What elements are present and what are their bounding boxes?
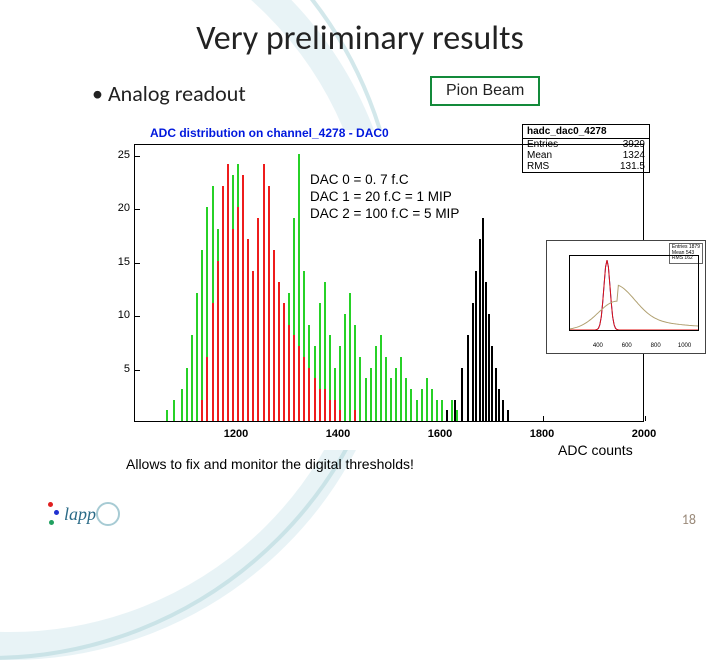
- logo-dots-icon: [48, 500, 60, 528]
- chart-title: ADC distribution on channel_4278 - DAC0: [150, 126, 389, 140]
- caption-text: Allows to fix and monitor the digital th…: [126, 456, 414, 472]
- bullet-analog-readout: Analog readout: [92, 80, 246, 107]
- x-axis-label: ADC counts: [558, 442, 633, 458]
- inset-plot-area: [569, 255, 699, 331]
- logo-ring-icon: [96, 502, 120, 526]
- pion-beam-badge: Pion Beam: [430, 76, 540, 106]
- inset-chart: Entries 1879 Mean 543 RMS 162 4006008001…: [546, 240, 706, 354]
- page-number: 18: [682, 511, 696, 528]
- dac2-line: DAC 2 = 100 f.C = 5 MIP: [310, 206, 459, 223]
- dac1-line: DAC 1 = 20 f.C = 1 MIP: [310, 189, 459, 206]
- stats-header: hadc_dac0_4278: [523, 125, 649, 139]
- slide-title: Very preliminary results: [0, 18, 720, 59]
- lapp-logo: lapp: [48, 500, 120, 528]
- dac0-line: DAC 0 = 0. 7 f.C: [310, 172, 459, 189]
- inset-svg: [570, 256, 698, 330]
- logo-text: lapp: [64, 504, 96, 525]
- dac-threshold-legend: DAC 0 = 0. 7 f.C DAC 1 = 20 f.C = 1 MIP …: [310, 172, 459, 223]
